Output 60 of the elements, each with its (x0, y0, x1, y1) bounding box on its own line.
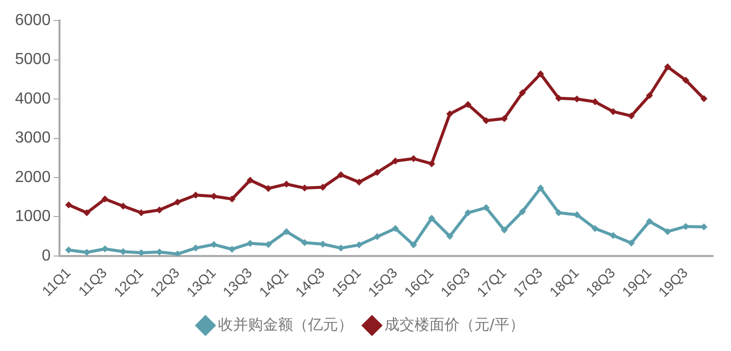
point (264, 184, 272, 192)
point (356, 178, 363, 186)
point (518, 89, 526, 96)
point (65, 201, 72, 208)
point (410, 241, 418, 248)
point (682, 76, 690, 84)
point (428, 160, 436, 168)
point (592, 224, 599, 232)
point (610, 108, 617, 116)
point (464, 101, 472, 108)
point (446, 110, 454, 118)
point (610, 232, 617, 240)
point (319, 240, 326, 248)
point (646, 92, 653, 100)
y-tick-label: 6000 (15, 12, 51, 30)
point (282, 228, 290, 236)
point (174, 198, 182, 206)
point (392, 158, 399, 164)
legend-label: 成交楼面价（元/平） (384, 315, 525, 334)
point (410, 155, 418, 162)
point (120, 202, 127, 210)
point (592, 98, 599, 106)
y-tick-label: 0 (42, 247, 51, 264)
point (65, 246, 72, 254)
point (500, 226, 508, 234)
point (228, 246, 236, 253)
y-tick-label: 5000 (15, 51, 51, 68)
point (337, 171, 344, 178)
point (628, 239, 635, 246)
point (392, 224, 399, 232)
point (628, 112, 635, 120)
point (374, 168, 381, 176)
legend-label: 收并购金额（亿元） (218, 315, 353, 334)
point (646, 218, 653, 225)
point (446, 232, 454, 240)
y-tick-label: 4000 (15, 90, 51, 108)
point (246, 176, 254, 184)
point (482, 204, 490, 212)
point (664, 228, 672, 236)
y-tick-label: 2000 (15, 168, 51, 186)
point (518, 208, 526, 216)
point (282, 180, 290, 188)
point (537, 184, 544, 192)
point (228, 196, 236, 203)
point (700, 95, 708, 102)
point (482, 117, 490, 124)
point (356, 241, 363, 248)
point (537, 70, 544, 78)
y-tick-label: 3000 (15, 130, 51, 147)
point (101, 196, 108, 203)
point (374, 233, 381, 240)
y-tick-label: 1000 (15, 208, 51, 226)
point (101, 245, 108, 252)
point (192, 244, 200, 252)
point (464, 209, 472, 216)
point (83, 209, 90, 216)
point (664, 63, 672, 70)
point (138, 209, 145, 216)
point (174, 250, 182, 256)
point (428, 214, 436, 222)
